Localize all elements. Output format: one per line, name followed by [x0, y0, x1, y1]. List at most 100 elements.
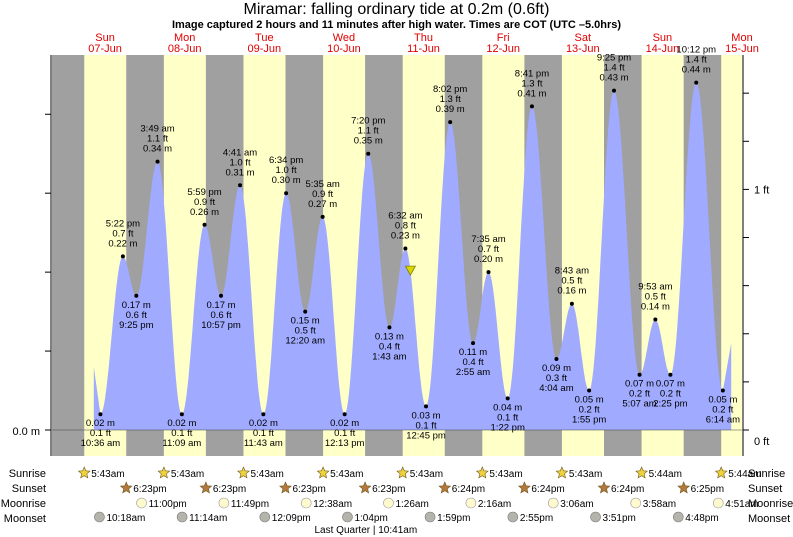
tide-label: 0.05 m: [575, 395, 604, 406]
tide-point: [554, 356, 559, 361]
tide-label: 5:22 pm: [106, 218, 140, 229]
tide-point: [120, 254, 125, 259]
sunrise-star-icon: [157, 466, 171, 479]
tide-label: 0.35 m: [354, 136, 383, 147]
tide-point: [284, 191, 289, 196]
tide-label: 0.05 m: [708, 395, 737, 406]
moonrise-time: 3:06am: [560, 499, 593, 510]
tide-label: 0.14 m: [641, 301, 670, 312]
tide-label: 0.04 m: [493, 402, 522, 413]
moonset-icon: [259, 511, 271, 523]
tide-label: 0.03 m: [412, 410, 441, 421]
day-date: 13-Jun: [566, 43, 600, 55]
tide-label: 0.31 m: [226, 167, 255, 178]
tide-label: 10:57 pm: [201, 320, 241, 331]
tide-label: 0.1 ft: [90, 428, 111, 439]
tide-label: 0.41 m: [517, 88, 546, 99]
tide-label: 1.0 ft: [276, 165, 297, 176]
tide-label: 1.1 ft: [147, 134, 168, 145]
daylight-band: [721, 55, 742, 456]
sunrise-star-icon: [396, 466, 410, 479]
row-label-moonset-right: Moonset: [748, 513, 790, 525]
tide-label: 1.3 ft: [521, 78, 542, 89]
row-label-moonrise-right: Moonrise: [748, 498, 793, 510]
tide-label: 5:59 pm: [187, 187, 221, 198]
tide-label: 0.7 ft: [478, 244, 499, 255]
tide-label: 0.17 m: [122, 300, 151, 311]
tide-label: 0.20 m: [474, 254, 503, 265]
moonset-time: 11:14am: [189, 513, 227, 524]
tide-area: [93, 82, 732, 430]
tide-label: 12:13 pm: [325, 438, 365, 449]
moonrise-time: 3:58am: [643, 499, 676, 510]
day-name: Mon: [174, 32, 195, 44]
day-name: Sat: [575, 32, 592, 44]
tide-label: 9:25 pm: [597, 53, 631, 64]
tide-label: 0.13 m: [375, 331, 404, 342]
day-name: Tue: [255, 32, 274, 44]
day-date: 15-Jun: [725, 43, 759, 55]
tide-label: 3:49 am: [140, 124, 174, 135]
current-tide-marker: [404, 265, 417, 276]
right-axis-label-0ft: 0 ft: [754, 436, 769, 448]
tide-label: 1:55 pm: [572, 415, 606, 426]
tide-label: 8:43 am: [555, 266, 589, 277]
tide-label: 2:25 pm: [653, 399, 687, 410]
tide-label: 0.9 ft: [312, 189, 333, 200]
tide-label: 7:35 am: [471, 234, 505, 245]
moonrise-time: 1:26am: [395, 499, 428, 510]
sunset-star-icon: [597, 481, 611, 494]
moonrise-icon: [383, 497, 394, 509]
row-label-sunset-right: Sunset: [748, 483, 782, 495]
tide-label: 4:41 am: [223, 147, 257, 158]
tide-label: 0.2 ft: [629, 389, 650, 400]
sunrise-star-icon: [555, 466, 569, 479]
tide-point: [179, 412, 184, 417]
tide-label: 0.3 ft: [546, 373, 567, 384]
tide-label: 1.3 ft: [440, 94, 461, 105]
sunset-star-icon: [438, 481, 452, 494]
sunset-time: 6:25pm: [691, 484, 724, 495]
tide-label: 0.1 ft: [415, 420, 436, 431]
row-label-sunrise-right: Sunrise: [748, 468, 785, 480]
tide-point: [471, 341, 476, 346]
tide-label: 0.7 ft: [112, 228, 133, 239]
moonrise-time: 11:49pm: [231, 499, 269, 510]
left-axis-label: 0.0 m: [12, 426, 40, 438]
axes: 0.0 m 0 ft 1 ft: [12, 55, 769, 456]
tide-point: [448, 120, 453, 125]
tide-label: 0.6 ft: [210, 310, 231, 321]
moonset-time: 4:48pm: [685, 513, 718, 524]
tide-label: 0.17 m: [206, 300, 235, 311]
sunrise-time: 5:44am: [649, 469, 682, 480]
sunset-star-icon: [358, 481, 372, 494]
tide-point: [238, 183, 243, 188]
day-date: 11-Jun: [407, 43, 440, 55]
row-label-sunset-left: Sunset: [12, 483, 46, 495]
tide-label: 5:07 am: [622, 399, 656, 410]
tide-point: [424, 404, 429, 409]
tide-label: 1:22 pm: [491, 422, 525, 433]
moonset-icon: [94, 511, 105, 523]
sunset-star-icon: [119, 481, 133, 494]
day-date: 09-Jun: [247, 43, 281, 55]
tide-label: 0.2 ft: [579, 405, 600, 416]
day-date: 08-Jun: [168, 43, 202, 55]
tide-label: 6:34 pm: [269, 155, 303, 166]
sunset-time: 6:23pm: [292, 484, 325, 495]
sunrise-time: 5:43am: [330, 469, 363, 480]
day-name: Wed: [333, 32, 355, 44]
tide-label: 0.22 m: [108, 238, 137, 249]
sunset-time: 6:24pm: [611, 484, 644, 495]
day-date: 12-Jun: [486, 43, 520, 55]
row-label-sunrise-left: Sunrise: [9, 468, 46, 480]
tide-point: [569, 301, 574, 306]
tide-label: 2:55 am: [456, 367, 490, 378]
tide-label: 10:12 pm: [676, 45, 716, 56]
tide-point: [505, 396, 510, 401]
sunrise-time: 5:43am: [410, 469, 443, 480]
tide-point: [612, 88, 617, 93]
tide-point: [202, 222, 207, 227]
tide-label: 0.5 ft: [295, 326, 316, 337]
astro-rows: Sunrise Sunrise Sunset Sunset Moonrise Moonri…: [1, 466, 793, 536]
